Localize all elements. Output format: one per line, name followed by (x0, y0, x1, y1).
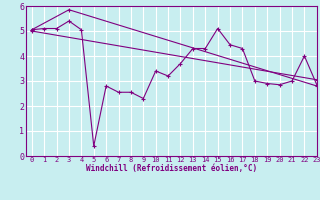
X-axis label: Windchill (Refroidissement éolien,°C): Windchill (Refroidissement éolien,°C) (86, 164, 257, 173)
